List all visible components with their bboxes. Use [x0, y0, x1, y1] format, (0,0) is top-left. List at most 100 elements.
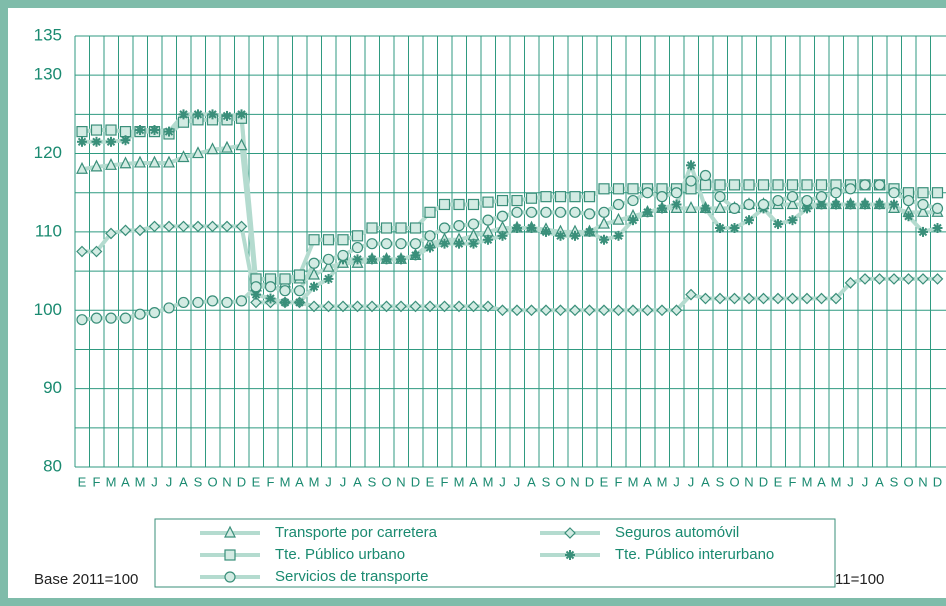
marker — [424, 230, 436, 242]
marker — [496, 304, 509, 317]
marker-stroke — [425, 243, 435, 252]
marker — [367, 254, 377, 265]
marker — [351, 300, 364, 313]
marker-stroke — [585, 227, 594, 237]
marker — [902, 273, 915, 285]
x-tick-label: D — [933, 474, 942, 489]
marker — [540, 206, 552, 218]
marker — [322, 253, 335, 265]
marker — [424, 206, 436, 218]
marker — [120, 135, 131, 146]
marker-stroke — [672, 200, 681, 209]
marker — [396, 254, 406, 265]
marker-stroke — [657, 204, 667, 213]
marker — [873, 179, 886, 191]
marker — [424, 300, 436, 313]
marker — [743, 292, 755, 305]
marker — [467, 198, 480, 211]
marker-stroke — [846, 200, 855, 209]
marker — [482, 196, 494, 208]
marker — [641, 304, 654, 317]
marker-stroke — [875, 200, 884, 209]
legend-label: Tte. Público interurbano — [615, 546, 774, 563]
marker — [134, 224, 146, 237]
x-tick-label: A — [179, 474, 188, 489]
marker — [425, 242, 435, 253]
marker — [482, 300, 494, 313]
marker — [743, 198, 755, 211]
marker-stroke — [164, 127, 174, 136]
x-tick-label: J — [340, 474, 347, 489]
x-tick-label: N — [744, 474, 753, 489]
base-note: Base 2011=100 — [34, 571, 138, 588]
marker — [641, 187, 654, 199]
marker — [728, 202, 741, 214]
marker — [467, 218, 480, 230]
marker — [540, 304, 552, 317]
marker — [192, 146, 204, 159]
x-tick-label: O — [555, 474, 565, 489]
marker — [555, 230, 566, 241]
x-tick-label: O — [729, 474, 739, 489]
marker — [685, 201, 697, 213]
marker — [308, 300, 320, 313]
x-tick-label: A — [295, 474, 304, 489]
marker — [917, 273, 929, 285]
marker — [453, 220, 465, 232]
marker — [873, 273, 886, 285]
marker — [293, 285, 306, 297]
marker — [715, 222, 725, 233]
marker — [583, 208, 596, 220]
marker-stroke — [251, 290, 261, 299]
marker — [279, 285, 291, 297]
marker — [671, 199, 682, 210]
marker — [309, 281, 319, 292]
marker — [482, 214, 494, 226]
marker-stroke — [498, 231, 507, 241]
x-tick-label: F — [615, 474, 623, 489]
marker — [569, 191, 581, 203]
marker-stroke — [686, 161, 696, 170]
marker — [554, 191, 567, 203]
marker — [163, 220, 175, 233]
marker — [786, 292, 799, 305]
legend-label: Seguros automóvil — [615, 524, 739, 541]
marker-stroke — [773, 219, 783, 229]
x-tick-label: S — [716, 474, 725, 489]
marker — [627, 304, 639, 317]
marker — [366, 222, 378, 234]
marker-stroke — [454, 239, 464, 248]
y-tick-label: 80 — [43, 456, 62, 475]
marker — [815, 191, 828, 203]
marker — [496, 194, 509, 207]
marker — [206, 220, 219, 233]
marker — [280, 297, 290, 308]
x-tick-label: N — [570, 474, 579, 489]
marker — [772, 292, 784, 305]
marker — [757, 179, 770, 191]
panel — [8, 8, 946, 598]
marker-stroke — [565, 550, 575, 560]
marker — [512, 222, 522, 233]
x-tick-label: S — [542, 474, 551, 489]
marker-stroke — [106, 137, 116, 146]
marker — [76, 126, 88, 138]
marker — [106, 136, 116, 147]
marker — [699, 292, 712, 305]
marker — [917, 204, 929, 217]
marker — [831, 199, 841, 210]
marker — [612, 212, 625, 225]
marker — [119, 126, 132, 138]
marker — [844, 183, 857, 195]
x-tick-label: O — [903, 474, 913, 489]
marker-stroke — [527, 223, 536, 233]
marker — [264, 281, 277, 293]
marker-stroke — [222, 111, 232, 121]
marker — [235, 295, 248, 307]
x-tick-label: J — [514, 474, 521, 489]
x-tick-label: J — [166, 474, 173, 489]
x-tick-label: D — [585, 474, 594, 489]
marker — [565, 550, 575, 560]
marker — [438, 222, 451, 234]
marker — [90, 245, 103, 258]
